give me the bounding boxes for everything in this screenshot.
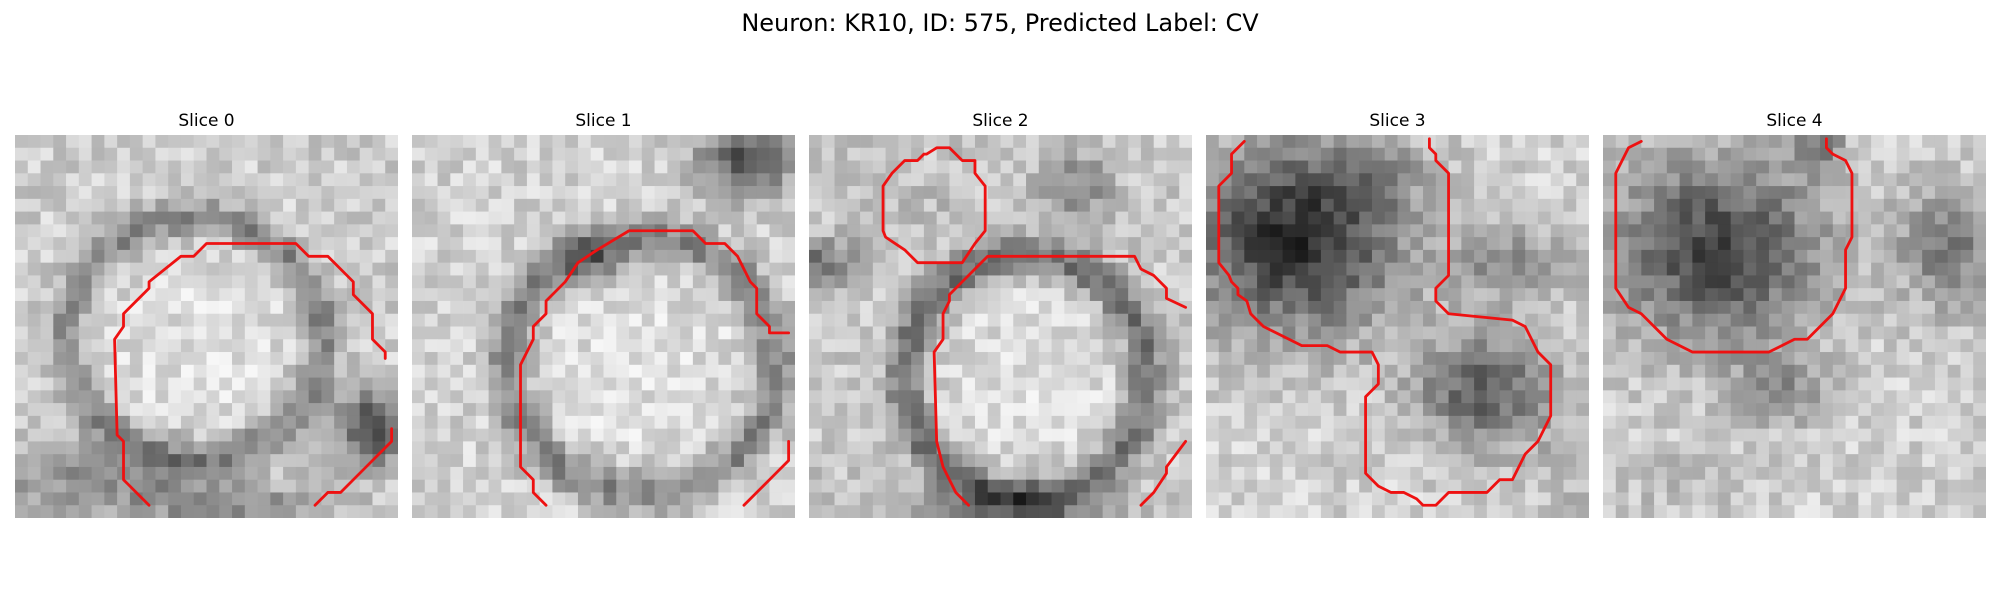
- slice-title: Slice 2: [972, 111, 1029, 131]
- cell-contour: [519, 229, 791, 507]
- slice-title: Slice 0: [178, 111, 235, 131]
- slice-image: [1206, 135, 1589, 518]
- slice-image: [412, 135, 795, 518]
- cell-contour: [1139, 439, 1188, 507]
- cell-contour: [113, 242, 387, 507]
- slice-title: Slice 3: [1369, 111, 1426, 131]
- slice-image: [15, 135, 398, 518]
- cell-contour: [881, 146, 987, 265]
- cell-contour: [742, 439, 791, 507]
- slice-title: Slice 1: [575, 111, 632, 131]
- cell-contour: [932, 254, 1188, 507]
- cell-contour: [1217, 137, 1553, 507]
- cell-contour: [313, 427, 394, 507]
- slice-image: [809, 135, 1192, 518]
- slice-title: Slice 4: [1766, 111, 1823, 131]
- cell-contour: [1614, 137, 1854, 354]
- figure-title: Neuron: KR10, ID: 575, Predicted Label: …: [741, 9, 1259, 37]
- slice-image: [1603, 135, 1986, 518]
